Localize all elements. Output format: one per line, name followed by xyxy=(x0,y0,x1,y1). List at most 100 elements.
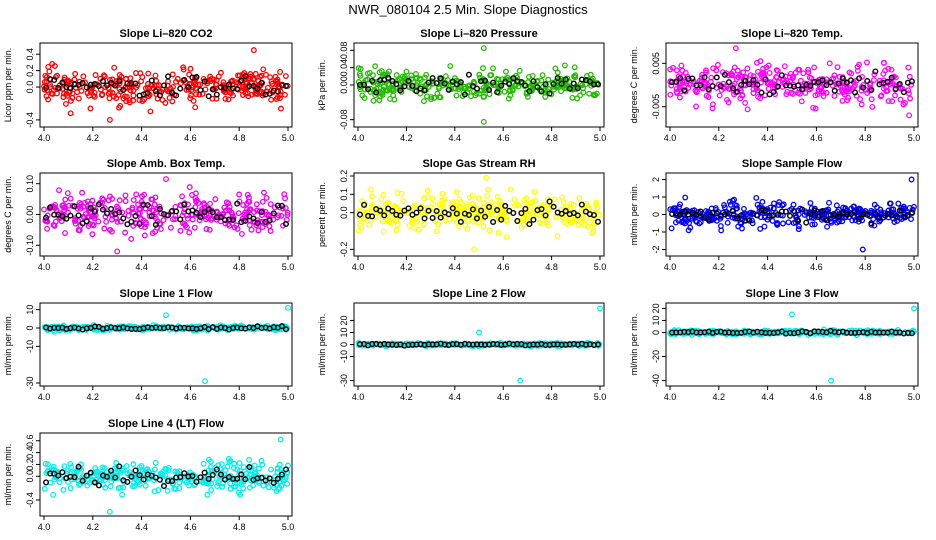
reference-point xyxy=(258,208,265,215)
data-point xyxy=(269,80,276,87)
data-point xyxy=(221,204,228,211)
data-point xyxy=(42,72,49,79)
reference-point xyxy=(169,89,176,96)
y-tick-label: 0.0 xyxy=(339,206,349,219)
reference-point xyxy=(425,207,432,214)
x-tick-label: 4.2 xyxy=(87,522,100,532)
data-point xyxy=(757,95,764,102)
reference-point xyxy=(730,207,737,214)
reference-point xyxy=(369,77,376,84)
data-point xyxy=(828,219,835,226)
data-point xyxy=(503,234,510,240)
data-point xyxy=(54,72,61,79)
outlier-point xyxy=(483,174,490,181)
data-point xyxy=(236,460,243,467)
data-point xyxy=(65,202,72,209)
data-point xyxy=(806,86,813,93)
panel-title: Slope Line 3 Flow xyxy=(746,288,839,300)
data-point xyxy=(554,232,561,239)
outlier-point xyxy=(163,176,169,183)
reference-point xyxy=(389,207,396,214)
figure-title: NWR_080104 2.5 Min. Slope Diagnostics xyxy=(348,2,588,17)
x-tick-label: 4.0 xyxy=(352,133,365,143)
reference-point xyxy=(429,75,436,82)
data-point xyxy=(369,201,376,208)
data-point xyxy=(189,216,196,223)
data-point xyxy=(436,201,443,208)
reference-point xyxy=(95,201,102,208)
data-point xyxy=(422,212,429,219)
reference-point xyxy=(83,84,90,91)
data-point xyxy=(486,227,493,234)
reference-point xyxy=(705,86,712,93)
x-tick-label: 5.0 xyxy=(282,392,295,402)
y-tick-label: -10 xyxy=(339,350,349,363)
data-point xyxy=(424,187,431,194)
reference-point xyxy=(132,80,139,87)
data-point xyxy=(233,79,240,86)
chart-panel: Slope Sample Flow 4.0 4.2 4.4 4.6 4.8 5.0 -2 -1 0… xyxy=(629,158,920,272)
data-point xyxy=(811,64,818,71)
data-point xyxy=(507,186,514,193)
data-point xyxy=(129,204,136,211)
data-point xyxy=(260,189,267,196)
y-tick-label: 0.00 xyxy=(339,76,349,94)
reference-point xyxy=(108,205,115,212)
y-tick-label: 0.005 xyxy=(651,52,661,75)
data-point xyxy=(368,216,375,223)
x-tick-label: 4.8 xyxy=(859,392,872,402)
y-tick-label: -30 xyxy=(339,374,349,387)
reference-point xyxy=(234,200,241,207)
reference-point xyxy=(742,77,749,84)
reference-point xyxy=(725,210,732,217)
data-point xyxy=(895,200,902,207)
outlier-point xyxy=(732,45,739,52)
reference-point xyxy=(128,218,135,225)
data-point xyxy=(248,226,255,233)
data-point xyxy=(202,86,209,93)
reference-point xyxy=(246,464,253,471)
outlier-point xyxy=(911,305,917,312)
data-point xyxy=(174,75,181,82)
data-point xyxy=(131,479,137,486)
data-point xyxy=(737,72,744,79)
reference-point xyxy=(201,209,208,216)
data-point xyxy=(185,86,192,93)
data-point xyxy=(75,95,82,102)
data-point xyxy=(255,227,262,234)
data-point xyxy=(385,218,392,225)
reference-point xyxy=(221,476,228,483)
reference-point xyxy=(693,211,700,218)
data-point xyxy=(472,207,479,214)
reference-point xyxy=(437,75,444,82)
reference-point xyxy=(498,216,505,223)
reference-point xyxy=(421,215,428,222)
x-tick-label: 4.2 xyxy=(713,262,726,272)
reference-point xyxy=(839,75,846,82)
reference-point xyxy=(538,88,545,95)
data-point xyxy=(798,98,805,105)
reference-point xyxy=(681,208,688,215)
reference-point xyxy=(124,478,131,485)
x-tick-label: 4.2 xyxy=(400,133,413,143)
reference-point xyxy=(908,78,915,85)
data-point xyxy=(92,72,99,78)
panel-title: Slope Line 1 Flow xyxy=(120,288,213,300)
data-point xyxy=(554,69,561,76)
data-point xyxy=(390,86,397,92)
reference-point xyxy=(79,79,86,86)
reference-point xyxy=(136,220,143,227)
data-point xyxy=(796,223,802,230)
data-point xyxy=(801,211,808,218)
data-point xyxy=(230,213,236,220)
data-point xyxy=(456,204,463,211)
reference-point xyxy=(750,76,757,83)
data-point xyxy=(122,229,129,236)
reference-point xyxy=(209,471,216,478)
data-point xyxy=(864,59,870,66)
data-point xyxy=(905,90,912,97)
reference-point xyxy=(506,80,513,87)
data-point xyxy=(152,72,159,79)
outlier-point xyxy=(106,508,113,515)
data-point xyxy=(907,95,914,102)
